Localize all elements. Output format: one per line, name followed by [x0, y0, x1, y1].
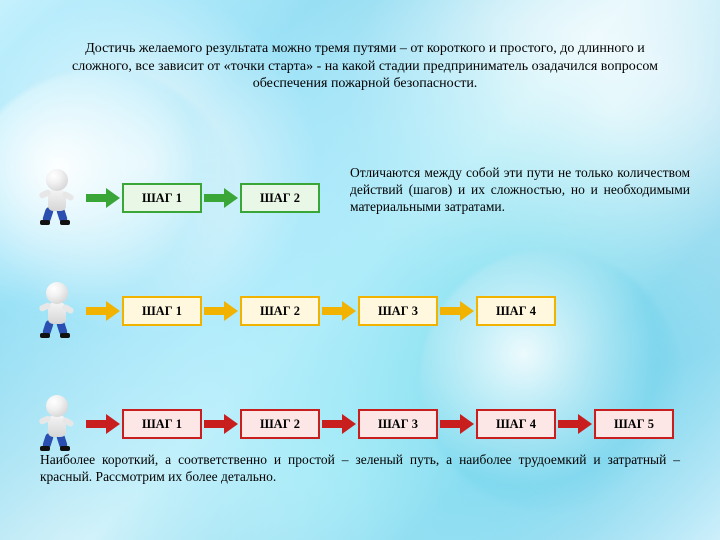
arrow-icon [320, 301, 358, 321]
step-box: ШАГ 1 [122, 296, 202, 326]
step-label: ШАГ 5 [614, 417, 654, 432]
arrow-icon [202, 414, 240, 434]
arrow-icon [556, 414, 594, 434]
step-label: ШАГ 1 [142, 191, 182, 206]
runner-icon [36, 169, 80, 227]
step-box: ШАГ 1 [122, 183, 202, 213]
step-box: ШАГ 4 [476, 409, 556, 439]
step-box: ШАГ 2 [240, 409, 320, 439]
step-box: ШАГ 4 [476, 296, 556, 326]
arrow-icon [84, 301, 122, 321]
path-row-red: ШАГ 1 ШАГ 2 ШАГ 3 ШАГ 4 ШАГ 5 [36, 394, 674, 454]
side-text: Отличаются между собой эти пути не тольк… [350, 165, 690, 216]
path-row-yellow: ШАГ 1 ШАГ 2 ШАГ 3 ШАГ 4 [36, 281, 556, 341]
step-label: ШАГ 3 [378, 417, 418, 432]
step-label: ШАГ 3 [378, 304, 418, 319]
footer-text: Наиболее короткий, а соответственно и пр… [40, 452, 680, 486]
arrow-icon [84, 188, 122, 208]
arrow-icon [320, 414, 358, 434]
intro-text: Достичь желаемого результата можно тремя… [70, 40, 660, 93]
step-label: ШАГ 4 [496, 417, 536, 432]
step-box: ШАГ 3 [358, 409, 438, 439]
path-row-green: ШАГ 1 ШАГ 2 [36, 168, 320, 228]
step-box: ШАГ 2 [240, 296, 320, 326]
arrow-icon [202, 301, 240, 321]
arrow-icon [84, 414, 122, 434]
step-label: ШАГ 4 [496, 304, 536, 319]
arrow-icon [438, 414, 476, 434]
arrow-icon [438, 301, 476, 321]
arrow-icon [202, 188, 240, 208]
step-label: ШАГ 1 [142, 417, 182, 432]
step-label: ШАГ 2 [260, 191, 300, 206]
runner-icon [36, 282, 80, 340]
step-box: ШАГ 1 [122, 409, 202, 439]
step-box: ШАГ 5 [594, 409, 674, 439]
step-box: ШАГ 3 [358, 296, 438, 326]
step-box: ШАГ 2 [240, 183, 320, 213]
step-label: ШАГ 1 [142, 304, 182, 319]
slide: Достичь желаемого результата можно тремя… [0, 0, 720, 540]
step-label: ШАГ 2 [260, 417, 300, 432]
step-label: ШАГ 2 [260, 304, 300, 319]
runner-icon [36, 395, 80, 453]
